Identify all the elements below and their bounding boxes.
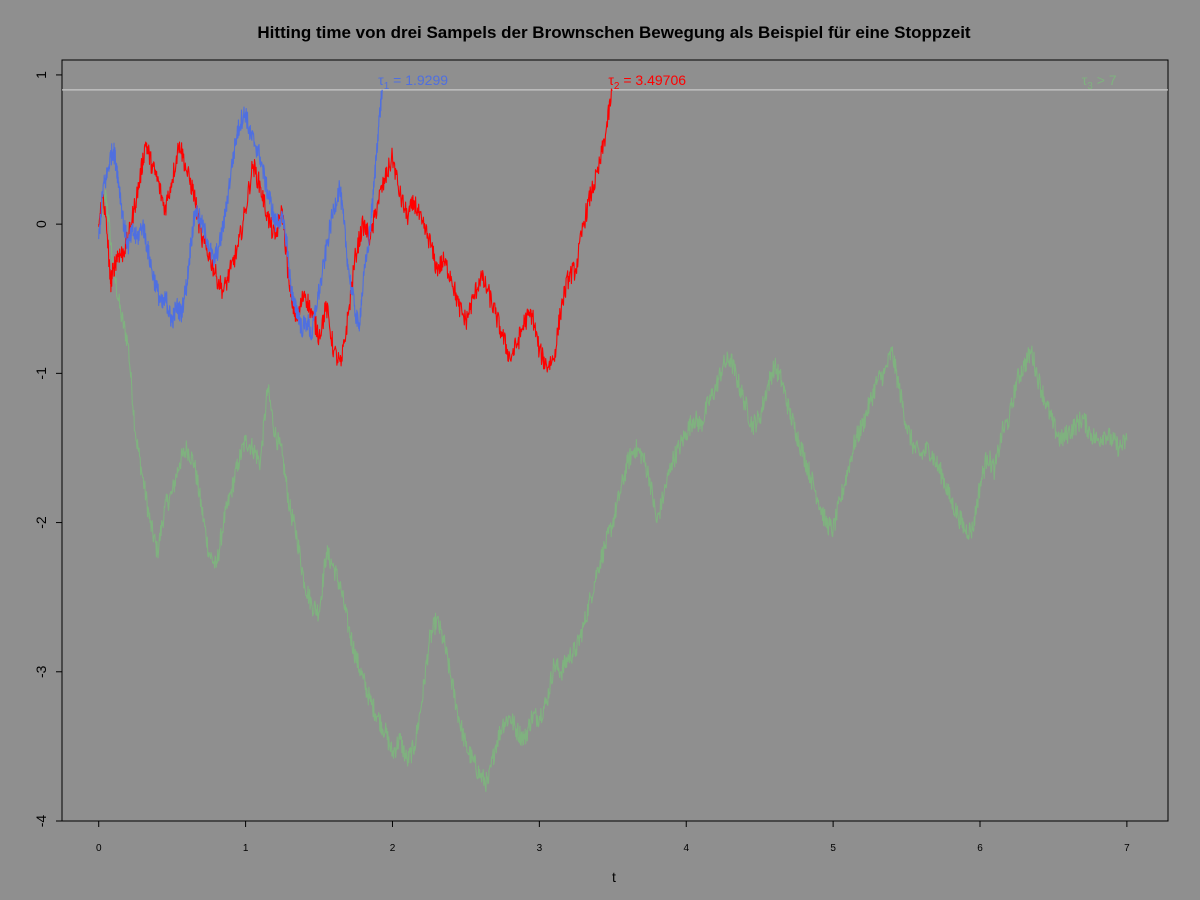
- x-tick-label: 7: [1124, 843, 1130, 854]
- y-tick-label: -1: [33, 367, 49, 380]
- x-tick-label: 2: [390, 843, 396, 854]
- x-tick-label: 6: [977, 843, 983, 854]
- series-line-1: [98, 89, 383, 341]
- hitting-time-label-1: τ1 = 1.9299: [378, 72, 448, 92]
- y-tick-label: 1: [33, 71, 49, 79]
- y-tick-label: 0: [33, 220, 49, 228]
- y-tick-label: -3: [33, 665, 49, 678]
- x-tick-label: 4: [683, 843, 689, 854]
- series-line-3: [98, 189, 1128, 793]
- series-line-2: [98, 88, 613, 373]
- hitting-time-label-3: τ3 > 7: [1082, 72, 1117, 92]
- plot-frame: [61, 59, 1169, 822]
- x-tick-label: 5: [830, 843, 836, 854]
- x-tick-label: 0: [96, 843, 102, 854]
- hitting-time-label-2: τ2 = 3.49706: [608, 72, 686, 92]
- x-tick-label: 1: [243, 843, 249, 854]
- chart-title: Hitting time von drei Sampels der Browns…: [257, 23, 971, 42]
- x-axis-label: t: [612, 869, 616, 885]
- y-tick-label: -4: [33, 815, 49, 828]
- x-tick-label: 3: [537, 843, 543, 854]
- y-tick-label: -2: [33, 516, 49, 529]
